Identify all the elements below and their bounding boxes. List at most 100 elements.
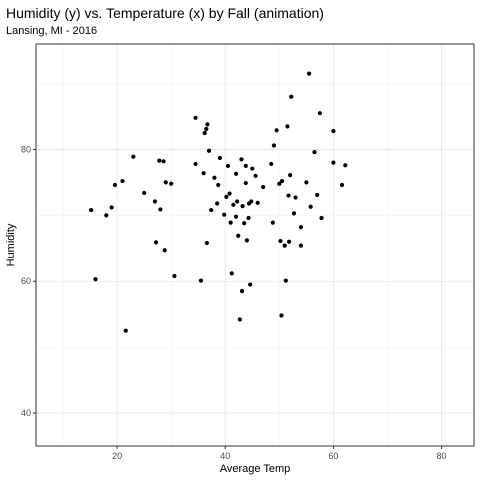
data-point [293,195,297,199]
data-point [142,191,146,195]
data-point [227,191,231,195]
data-point [284,278,288,282]
data-point [222,213,226,217]
x-axis-title: Average Temp [220,463,291,475]
data-point [249,199,253,203]
data-point [238,317,242,321]
data-point [203,131,207,135]
data-point [158,207,162,211]
data-point [246,216,250,220]
data-point [209,208,213,212]
data-point [340,183,344,187]
data-point [230,271,234,275]
data-point [253,174,257,178]
data-point [288,173,292,177]
data-point [299,225,303,229]
data-point [154,240,158,244]
data-point [278,239,282,243]
data-point [299,244,303,248]
data-point [287,240,291,244]
data-point [283,244,287,248]
data-point [202,171,206,175]
plot-panel [36,44,474,446]
data-point [199,278,203,282]
y-tick-label: 40 [21,408,31,418]
data-point [235,199,239,203]
data-point [319,216,323,220]
data-point [236,234,240,238]
data-point [153,199,157,203]
data-point [204,127,208,131]
data-point [207,149,211,153]
data-point [205,241,209,245]
data-point [218,156,222,160]
data-point [234,215,238,219]
x-tick-label: 40 [220,451,230,461]
x-axis: 20 40 60 80 [112,446,446,461]
data-point [331,161,335,165]
data-point [172,274,176,278]
data-point [343,163,347,167]
data-point [193,116,197,120]
data-point [193,162,197,166]
data-point [215,201,219,205]
data-point [309,205,313,209]
data-point [280,179,284,183]
data-point [239,157,243,161]
data-point [231,203,235,207]
data-point [304,180,308,184]
data-point [169,182,173,186]
data-point [224,195,228,199]
data-point [318,111,322,115]
data-point [248,282,252,286]
data-point [212,176,216,180]
data-point [124,329,128,333]
data-point [93,277,97,281]
data-point [240,204,244,208]
data-point [131,155,135,159]
y-tick-label: 60 [21,276,31,286]
data-point [286,193,290,197]
data-point [307,72,311,76]
y-axis-title: Humidity [5,223,17,266]
data-point [216,183,220,187]
data-point [120,179,124,183]
x-tick-label: 80 [437,451,447,461]
data-point [89,208,93,212]
data-point [164,180,168,184]
data-point [240,289,244,293]
data-point [285,124,289,128]
y-tick-label: 80 [21,144,31,154]
data-point [226,164,230,168]
y-axis: 40 60 80 [21,144,36,418]
data-point [261,185,265,189]
data-point [275,128,279,132]
data-point [256,201,260,205]
data-point [289,95,293,99]
data-point [292,211,296,215]
data-point [250,166,254,170]
data-point [104,213,108,217]
data-point [157,159,161,163]
data-point [271,220,275,224]
data-point [244,181,248,185]
data-point [205,122,209,126]
x-tick-label: 20 [112,451,122,461]
data-point [244,164,248,168]
data-point [229,220,233,224]
data-point [269,162,273,166]
data-point [113,183,117,187]
data-point [272,143,276,147]
data-point [312,150,316,154]
data-point [331,129,335,133]
data-point [234,172,238,176]
data-point [242,221,246,225]
data-point [110,205,114,209]
data-point [162,159,166,163]
data-point [163,248,167,252]
data-point [279,313,283,317]
data-point [245,238,249,242]
data-point [315,193,319,197]
x-tick-label: 60 [328,451,338,461]
